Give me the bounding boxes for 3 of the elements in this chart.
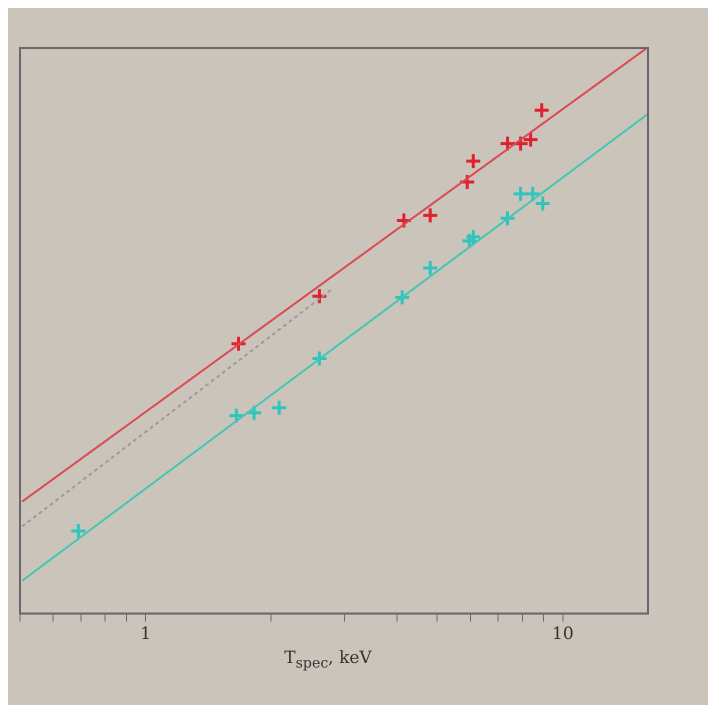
- x-tick-label: 10: [552, 624, 574, 644]
- x-axis-title: T$_{spec}$, keV: [283, 648, 373, 672]
- x-tick-label: 1: [140, 624, 152, 644]
